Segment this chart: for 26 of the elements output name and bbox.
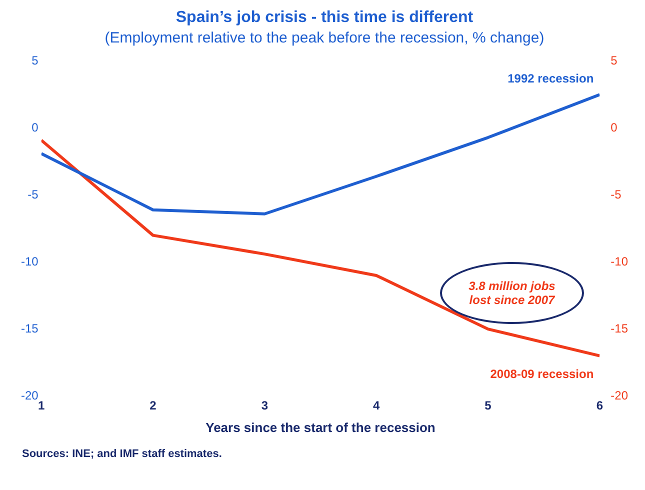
- annotation: 3.8 million jobs lost since 2007: [468, 279, 556, 307]
- y-tick-label: -20: [21, 388, 39, 402]
- y-tick-label: -15: [21, 321, 39, 336]
- y2-tick-label: -10: [610, 254, 628, 268]
- series-label: 1992 recession: [508, 72, 594, 86]
- x-axis-title: Years since the start of the recession: [206, 420, 436, 435]
- y2-tick-label: -20: [610, 388, 628, 402]
- x-tick-label: 2: [150, 398, 157, 413]
- chart-subtitle: (Employment relative to the peak before the recession, % change): [104, 29, 544, 46]
- series-label: 2008-09 recession: [490, 366, 594, 381]
- y2-tick-label: 0: [610, 120, 618, 134]
- y2-tick-label: 5: [610, 54, 618, 68]
- x-tick-label: 4: [372, 398, 380, 413]
- y-tick-label: -10: [21, 254, 39, 268]
- source-note: Sources: INE; and IMF staff estimates.: [22, 448, 222, 460]
- ellipse-outline: 3.8 million jobs lost since 2007: [440, 262, 584, 324]
- x-tick-label: 3: [261, 398, 268, 413]
- x-tick-label: 5: [484, 398, 492, 413]
- x-tick-label: 6: [596, 398, 604, 413]
- x-tick-label: 1: [38, 398, 45, 413]
- y-tick-label: 0: [32, 120, 39, 134]
- y2-tick-label: -15: [610, 321, 628, 336]
- y-tick-label: -5: [28, 187, 39, 202]
- chart-title: Spain’s job crisis - this time is different: [176, 9, 474, 26]
- y-tick-label: 5: [32, 54, 39, 68]
- y2-tick-label: -5: [610, 187, 622, 202]
